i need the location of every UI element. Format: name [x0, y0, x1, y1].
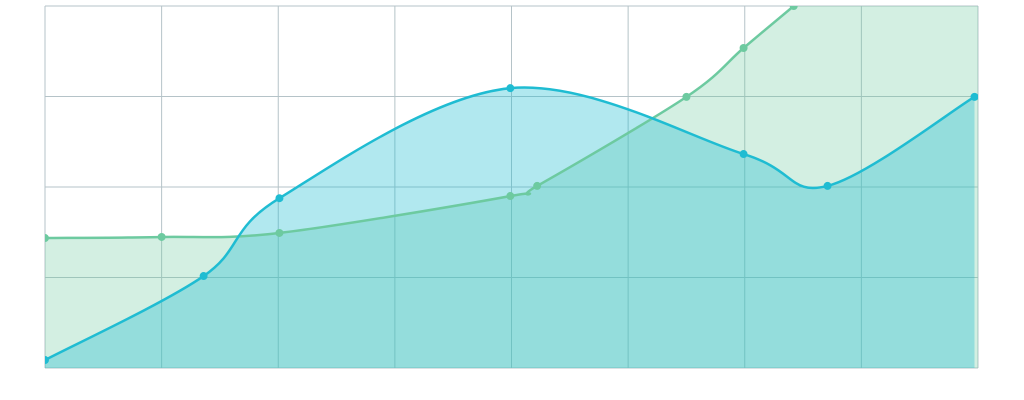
data-point [739, 150, 748, 159]
data-point [970, 92, 978, 101]
data-point [506, 192, 515, 201]
data-point [739, 43, 748, 52]
data-point [157, 232, 166, 241]
data-point [682, 92, 691, 101]
data-point [506, 84, 515, 93]
data-point [275, 194, 284, 203]
data-point [533, 181, 542, 190]
data-point [199, 272, 208, 281]
data-point [789, 6, 798, 10]
plot-area [45, 6, 978, 368]
data-point [45, 234, 49, 243]
data-point [823, 181, 832, 190]
line [45, 6, 795, 240]
data-point [45, 356, 49, 365]
data-point [275, 228, 284, 237]
area-fill [45, 6, 978, 368]
